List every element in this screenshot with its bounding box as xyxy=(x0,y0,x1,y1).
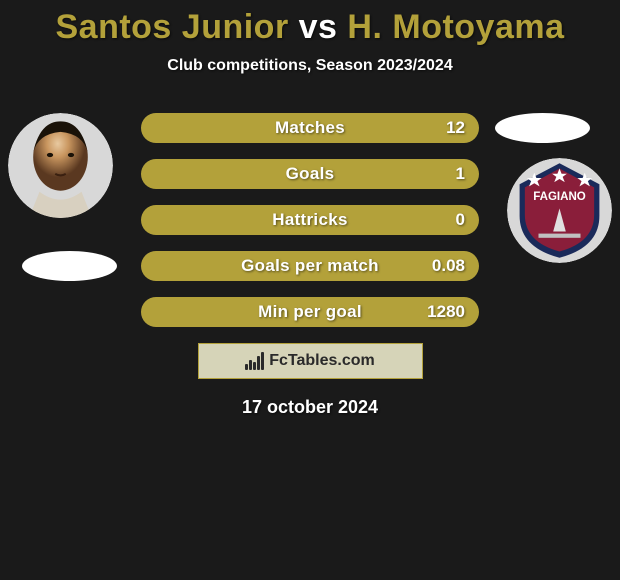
stat-right-value: 1 xyxy=(456,164,465,184)
stat-right-value: 0 xyxy=(456,210,465,230)
stat-right-value: 0.08 xyxy=(432,256,465,276)
player2-badge: FAGIANO xyxy=(507,158,612,263)
brand-text: FcTables.com xyxy=(269,352,375,370)
stat-row-matches: Matches 12 xyxy=(141,113,479,143)
player1-face-icon xyxy=(8,113,113,218)
brand-box[interactable]: FcTables.com xyxy=(198,343,423,379)
stat-row-goals: Goals 1 xyxy=(141,159,479,189)
player1-avatar xyxy=(8,113,113,218)
stat-row-hattricks: Hattricks 0 xyxy=(141,205,479,235)
player1-flag xyxy=(22,251,117,281)
stat-label: Min per goal xyxy=(258,302,362,322)
player2-name: H. Motoyama xyxy=(347,8,564,46)
stat-label: Goals xyxy=(286,164,335,184)
stat-row-mpg: Min per goal 1280 xyxy=(141,297,479,327)
stat-right-value: 1280 xyxy=(427,302,465,322)
player1-name: Santos Junior xyxy=(55,8,288,46)
stat-right-value: 12 xyxy=(446,118,465,138)
stat-row-gpm: Goals per match 0.08 xyxy=(141,251,479,281)
stat-label: Goals per match xyxy=(241,256,379,276)
vs-text: vs xyxy=(299,8,338,46)
stats-area: FAGIANO Matches 12 Goals 1 Hattricks 0 G… xyxy=(0,113,620,418)
player2-flag xyxy=(495,113,590,143)
date-text: 17 october 2024 xyxy=(0,397,620,418)
club-badge-icon: FAGIANO xyxy=(507,158,612,263)
brand-chart-icon xyxy=(245,352,264,370)
stat-label: Hattricks xyxy=(272,210,347,230)
stat-rows: Matches 12 Goals 1 Hattricks 0 Goals per… xyxy=(141,113,479,327)
stat-label: Matches xyxy=(275,118,345,138)
svg-text:FAGIANO: FAGIANO xyxy=(533,191,586,203)
subtitle: Club competitions, Season 2023/2024 xyxy=(0,57,620,75)
page-title: Santos Junior vs H. Motoyama xyxy=(0,0,620,47)
